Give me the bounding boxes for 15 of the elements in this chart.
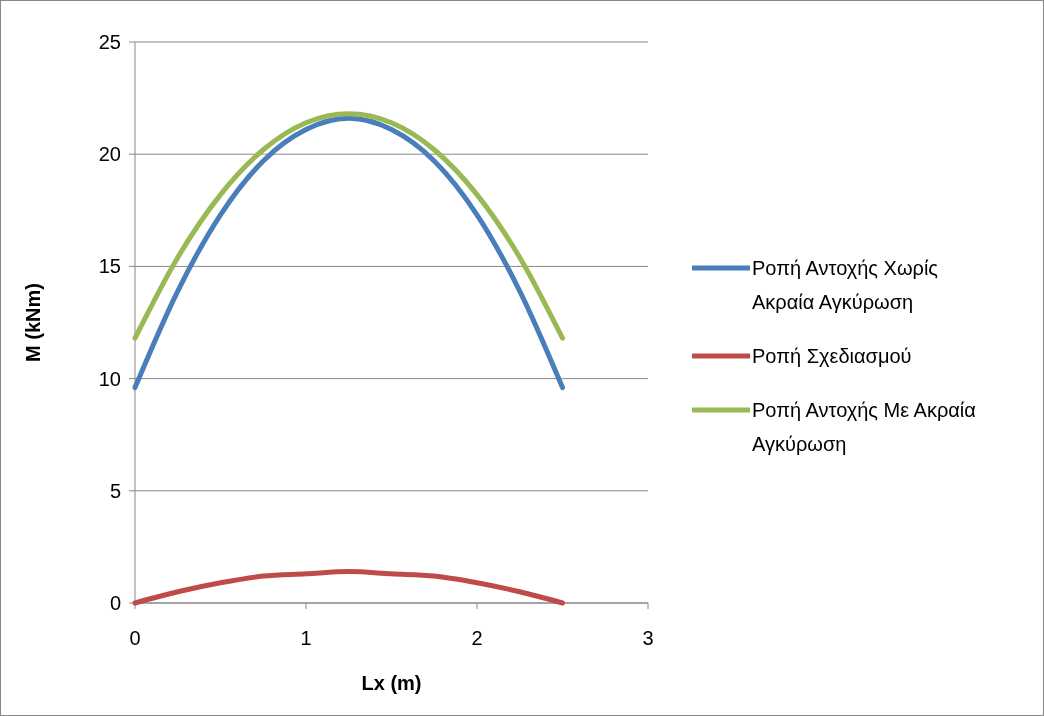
y-tick-label: 5 (109, 479, 121, 502)
y-tick-label: 25 (98, 31, 121, 53)
x-tick-label: 3 (642, 627, 654, 649)
x-tick-label: 2 (471, 627, 483, 649)
legend-label: Ροπή Αντοχής Χωρίς Ακραία Αγκύρωση (752, 257, 939, 313)
legend-label: Ροπή Αντοχής Με Ακραία Αγκύρωση (752, 399, 976, 455)
y-tick-label: 20 (98, 143, 121, 166)
y-tick-label: 15 (98, 255, 121, 278)
y-tick-label: 0 (109, 592, 121, 614)
legend-label: Ροπή Σχεδιασμού (752, 345, 912, 367)
x-tick-label: 0 (129, 627, 141, 649)
y-tick-label: 10 (98, 367, 121, 390)
y-axis-title: M (kNm) (22, 283, 44, 362)
x-axis-title: Lx (m) (361, 672, 422, 694)
x-tick-label: 1 (300, 627, 312, 649)
